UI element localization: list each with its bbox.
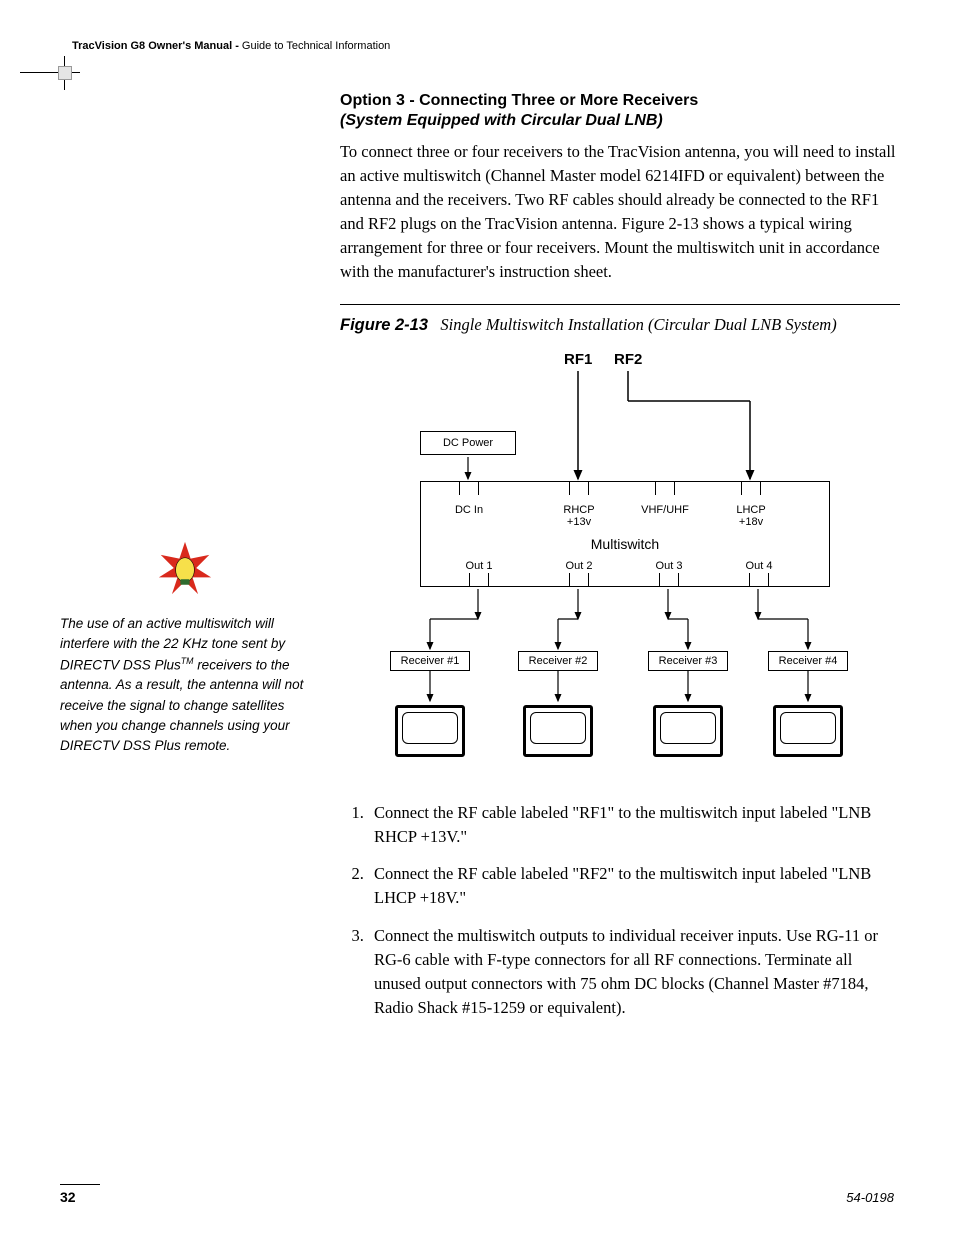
- figure-rule: [340, 304, 900, 305]
- idea-burst-icon: [157, 540, 213, 596]
- tv-icon: [653, 705, 723, 763]
- rf2-label: RF2: [614, 351, 642, 368]
- step-item: Connect the RF cable labeled "RF2" to th…: [368, 862, 900, 910]
- rf1-label: RF1: [564, 351, 592, 368]
- running-header: TracVision G8 Owner's Manual - Guide to …: [72, 40, 894, 52]
- dc-in-label: DC In: [447, 504, 491, 516]
- step-item: Connect the RF cable labeled "RF1" to th…: [368, 801, 900, 849]
- figure-caption: Figure 2-13 Single Multiswitch Installat…: [340, 313, 900, 337]
- out2-label: Out 2: [559, 560, 599, 572]
- intro-paragraph: To connect three or four receivers to th…: [340, 140, 900, 284]
- receiver-2-box: Receiver #2: [518, 651, 598, 671]
- header-manual: TracVision G8 Owner's Manual: [72, 40, 232, 52]
- multiswitch-box: DC In RHCP+13v VHF/UHF LHCP+18v Multiswi…: [420, 481, 830, 587]
- instruction-list: Connect the RF cable labeled "RF1" to th…: [340, 801, 900, 1020]
- step-item: Connect the multiswitch outputs to indiv…: [368, 924, 900, 1020]
- document-number: 54-0198: [846, 1190, 894, 1205]
- rhcp-label: RHCP+13v: [555, 504, 603, 528]
- header-sep: -: [232, 40, 242, 52]
- out3-label: Out 3: [649, 560, 689, 572]
- lhcp-label: LHCP+18v: [727, 504, 775, 528]
- main-content: Option 3 - Connecting Three or More Rece…: [340, 92, 900, 1020]
- receiver-1-box: Receiver #1: [390, 651, 470, 671]
- dc-power-box: DC Power: [420, 431, 516, 455]
- figure-label: Figure 2-13: [340, 316, 428, 334]
- page-number: 32: [60, 1184, 100, 1205]
- sidebar-note: The use of an active multiswitch will in…: [60, 540, 310, 756]
- figure-title: Single Multiswitch Installation (Circula…: [440, 315, 836, 334]
- out1-label: Out 1: [459, 560, 499, 572]
- header-section: Guide to Technical Information: [242, 40, 390, 52]
- vhf-label: VHF/UHF: [635, 504, 695, 516]
- section-subtitle: (System Equipped with Circular Dual LNB): [340, 112, 900, 130]
- manual-page: TracVision G8 Owner's Manual - Guide to …: [0, 0, 954, 1235]
- multiswitch-label: Multiswitch: [421, 536, 829, 552]
- wiring-diagram: RF1 RF2 DC Power DC In RHCP+13v: [360, 351, 890, 781]
- section-title: Option 3 - Connecting Three or More Rece…: [340, 92, 900, 110]
- page-footer: 32 54-0198: [60, 1184, 894, 1205]
- out4-label: Out 4: [739, 560, 779, 572]
- receiver-3-box: Receiver #3: [648, 651, 728, 671]
- dc-power-label: DC Power: [443, 437, 493, 449]
- tm-mark: TM: [181, 656, 194, 666]
- tv-icon: [523, 705, 593, 763]
- tv-icon: [773, 705, 843, 763]
- receiver-4-box: Receiver #4: [768, 651, 848, 671]
- tv-icon: [395, 705, 465, 763]
